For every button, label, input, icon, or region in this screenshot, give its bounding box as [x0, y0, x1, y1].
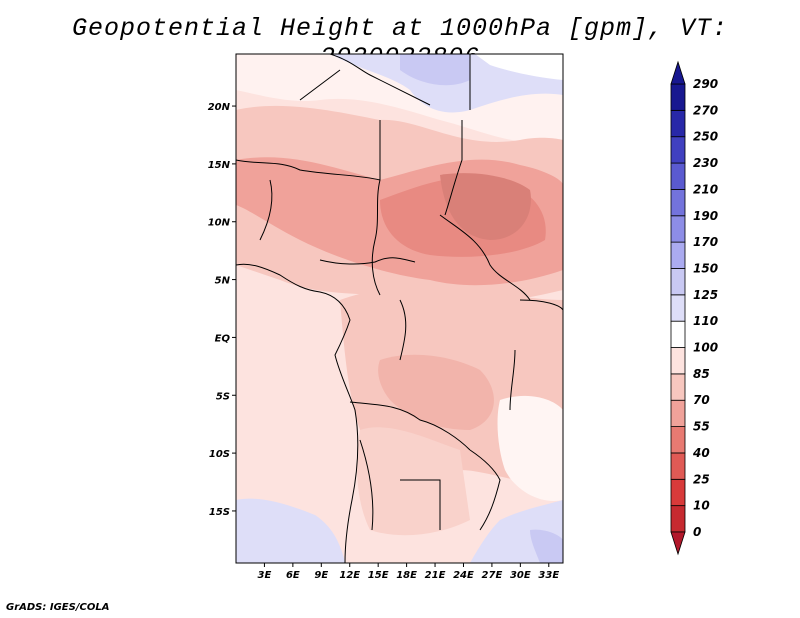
colorbar-segment: [670, 215, 686, 243]
colorbar-label: 110: [693, 314, 718, 328]
x-tick-label: 9E: [314, 570, 328, 581]
colorbar-segment: [670, 83, 686, 111]
field-se-blue-mid: [530, 529, 563, 563]
colorbar-segment: [670, 109, 686, 138]
field-north-white: [475, 54, 563, 80]
y-tick-label: 20N: [208, 102, 231, 113]
x-tick-label: 6E: [286, 570, 300, 581]
y-tick-label: 10N: [208, 218, 231, 229]
colorbar-segment: [670, 162, 686, 190]
colorbar-segment: [670, 478, 686, 507]
colorbar-label: 55: [693, 420, 710, 434]
x-axis: 3E 6E 9E 12E 15E 18E 21E 24E 27E 30E 33E: [258, 563, 559, 581]
colorbar-label: 125: [693, 288, 718, 302]
colorbar-segment: [670, 294, 686, 322]
colorbar-label: 150: [693, 261, 718, 275]
y-tick-label: 15N: [208, 160, 231, 171]
y-axis: 20N 15N 10N 5N EQ 5S 10S 15S: [208, 102, 236, 518]
colorbar-label: 0: [693, 525, 701, 539]
field-shading: [236, 54, 563, 563]
colorbar-label: 290: [693, 77, 718, 91]
colorbar-segment: [670, 399, 686, 427]
y-tick-label: EQ: [215, 333, 231, 344]
colorbar-segment: [670, 241, 686, 269]
x-tick-label: 21E: [425, 570, 446, 581]
colorbar-segment: [670, 268, 686, 296]
colorbar-label: 170: [693, 235, 718, 249]
colorbar: 0 10 25 40 55 70 85 100 110 125 150 170 190 210 230 250…: [670, 60, 718, 556]
y-tick-label: 10S: [209, 449, 230, 460]
colorbar-segment: [670, 373, 686, 401]
colorbar-label: 270: [693, 103, 718, 117]
colorbar-segment: [670, 320, 686, 348]
plot-frame: [235, 53, 564, 564]
field-north-blue-mid: [400, 54, 470, 86]
x-tick-label: 3E: [258, 570, 272, 581]
field-sw-blue: [236, 498, 345, 563]
y-tick-label: 5N: [215, 276, 231, 287]
colorbar-segment: [670, 426, 686, 454]
colorbar-label: 190: [693, 209, 718, 223]
coastlines: [236, 54, 563, 563]
colorbar-max-arrow: [670, 60, 686, 85]
x-tick-label: 27E: [482, 570, 503, 581]
credit-text: GrADS: IGES/COLA: [6, 602, 110, 613]
x-tick-label: 15E: [368, 570, 389, 581]
field-south-light: [357, 427, 470, 536]
y-tick-label: 5S: [216, 391, 230, 402]
field-central-mid: [378, 354, 494, 430]
x-tick-label: 30E: [510, 570, 531, 581]
x-tick-label: 24E: [453, 570, 474, 581]
x-tick-label: 18E: [396, 570, 417, 581]
colorbar-label: 70: [693, 393, 710, 407]
y-tick-label: 15S: [209, 507, 230, 518]
colorbar-min-arrow: [670, 531, 686, 556]
colorbar-segment: [670, 347, 686, 375]
colorbar-label: 230: [693, 156, 718, 170]
x-tick-label: 12E: [339, 570, 360, 581]
colorbar-label: 25: [693, 472, 710, 486]
field-east-white: [497, 395, 563, 501]
colorbar-label: 100: [693, 341, 718, 355]
colorbar-label: 10: [693, 499, 710, 513]
colorbar-label: 40: [692, 446, 710, 460]
colorbar-label: 210: [693, 182, 718, 196]
field-sahel-darkest: [440, 173, 531, 240]
colorbar-label: 85: [693, 367, 710, 381]
colorbar-label: 250: [693, 130, 718, 144]
colorbar-segment: [670, 505, 686, 533]
colorbar-segment: [670, 452, 686, 480]
colorbar-segment: [670, 136, 686, 164]
x-tick-label: 33E: [538, 570, 559, 581]
colorbar-segment: [670, 189, 686, 217]
